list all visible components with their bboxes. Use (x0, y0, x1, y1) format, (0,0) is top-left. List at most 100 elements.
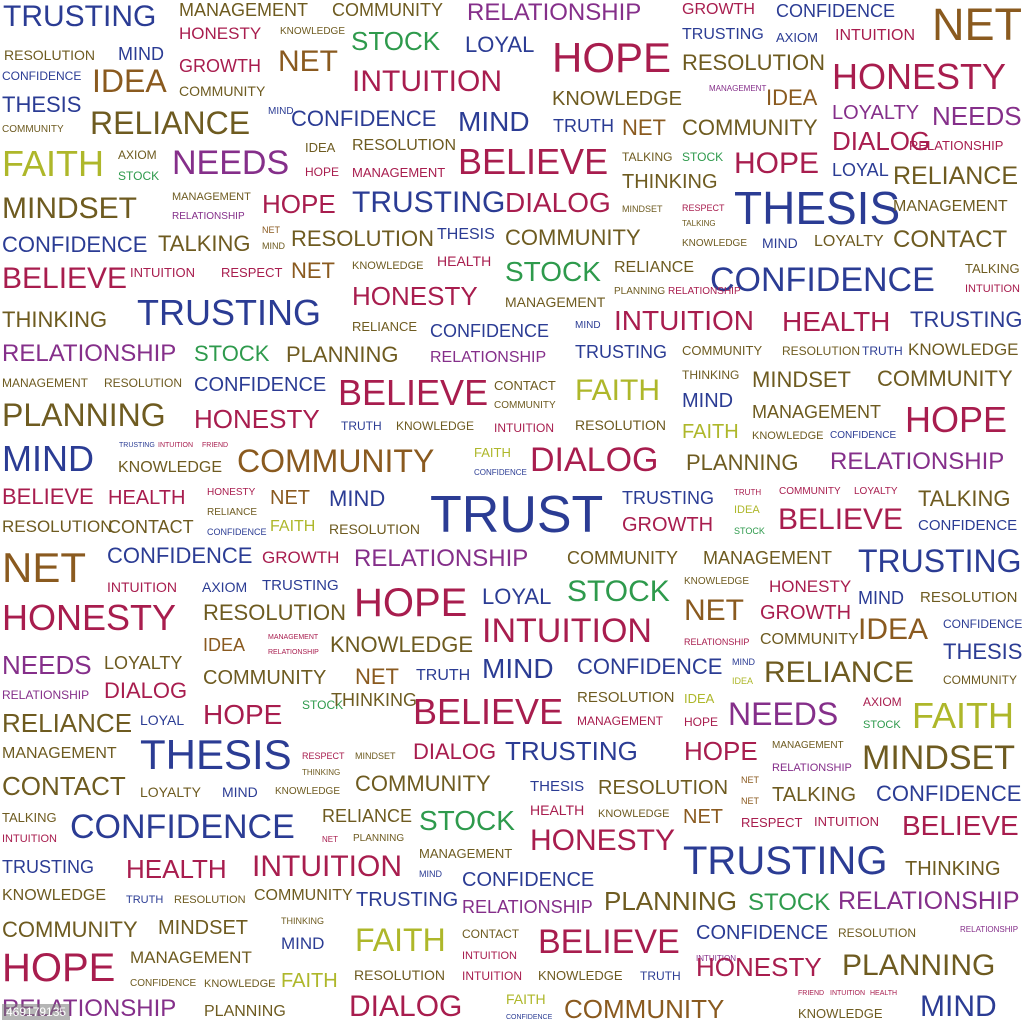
cloud-word: COMMUNITY (2, 124, 64, 135)
cloud-word: MANAGEMENT (352, 165, 446, 180)
cloud-word: TALKING (158, 231, 251, 256)
cloud-word: CONFIDENCE (918, 517, 1018, 534)
cloud-word: GROWTH (179, 56, 261, 76)
cloud-word: MIND (222, 784, 258, 800)
cloud-word: RELIANCE (322, 806, 413, 826)
cloud-word: MINDSET (2, 192, 137, 225)
cloud-word: RELIANCE (893, 162, 1019, 190)
cloud-word: HOPE (305, 165, 340, 179)
cloud-word: RESPECT (221, 265, 283, 280)
cloud-word: HONESTY (207, 487, 256, 498)
cloud-word: THESIS (140, 731, 292, 778)
cloud-word: LOYAL (465, 32, 535, 57)
cloud-word: INTUITION (696, 954, 736, 963)
cloud-word: KNOWLEDGE (908, 340, 1019, 359)
cloud-word: MIND (329, 486, 386, 511)
cloud-word: FAITH (281, 970, 338, 992)
cloud-word: INTUITION (814, 814, 879, 829)
cloud-word: HONESTY (194, 404, 320, 434)
cloud-word: MIND (262, 241, 285, 251)
cloud-word: TRUSTING (505, 736, 638, 766)
cloud-word: TALKING (682, 219, 716, 228)
cloud-word: DIALOG (530, 441, 659, 479)
cloud-word: INTUITION (965, 283, 1020, 295)
cloud-word: CONFIDENCE (107, 543, 253, 568)
cloud-word: IDEA (732, 676, 754, 686)
cloud-word: TRUSTING (683, 839, 888, 883)
cloud-word: MIND (858, 588, 904, 608)
cloud-word: TRUSTING (622, 488, 714, 508)
cloud-word: CONFIDENCE (207, 527, 267, 537)
cloud-word: CONFIDENCE (830, 430, 897, 441)
cloud-word: DIALOG (349, 990, 463, 1023)
cloud-word: IDEA (92, 63, 167, 99)
cloud-word: CONFIDENCE (506, 1014, 553, 1021)
cloud-word: CONTACT (108, 517, 194, 537)
cloud-word: HONESTY (769, 577, 852, 596)
cloud-word: RESOLUTION (203, 600, 347, 625)
cloud-word: KNOWLEDGE (682, 238, 748, 249)
cloud-word: HEALTH (530, 802, 585, 818)
cloud-word: NET (291, 258, 335, 283)
cloud-word: MANAGEMENT (577, 714, 664, 728)
cloud-word: PLANNING (842, 949, 996, 982)
cloud-word: IDEA (684, 691, 715, 706)
cloud-word: COMMUNITY (682, 115, 818, 140)
cloud-word: LOYALTY (104, 653, 183, 673)
cloud-word: BELIEVE (538, 923, 680, 961)
cloud-word: MANAGEMENT (172, 191, 251, 203)
cloud-word: STOCK (748, 889, 831, 916)
cloud-word: TRUSTING (575, 342, 667, 362)
cloud-word: KNOWLEDGE (538, 968, 623, 983)
cloud-word: COMMUNITY (505, 225, 641, 250)
cloud-word: KNOWLEDGE (798, 1006, 883, 1021)
cloud-word: MINDSET (355, 751, 396, 761)
cloud-word: PLANNING (353, 833, 405, 844)
cloud-word: COMMUNITY (332, 0, 443, 20)
cloud-word: TRUST (430, 486, 604, 544)
cloud-word: MANAGEMENT (893, 198, 1008, 215)
cloud-word: IDEA (766, 85, 818, 110)
cloud-word: FAITH (575, 374, 661, 407)
cloud-word: IDEA (734, 504, 760, 516)
cloud-word: COMMUNITY (567, 548, 678, 568)
cloud-word: TALKING (965, 261, 1020, 276)
cloud-word: DIALOG (413, 739, 497, 764)
cloud-word: KNOWLEDGE (598, 808, 670, 820)
cloud-word: CONTACT (2, 771, 126, 801)
cloud-word: TRUSTING (137, 292, 321, 333)
cloud-word: BELIEVE (2, 262, 128, 295)
cloud-word: CONFIDENCE (776, 1, 896, 21)
cloud-word: NEEDS (932, 101, 1022, 131)
cloud-word: FAITH (474, 445, 511, 460)
cloud-word: MANAGEMENT (419, 846, 513, 861)
cloud-word: COMMUNITY (494, 400, 556, 411)
cloud-word: PLANNING (286, 342, 399, 367)
cloud-word: STOCK (302, 698, 344, 712)
cloud-word: TRUTH (734, 488, 762, 497)
cloud-word: HOPE (684, 736, 758, 766)
cloud-word: INTUITION (614, 305, 754, 336)
cloud-word: KNOWLEDGE (330, 632, 474, 657)
cloud-word: RELATIONSHIP (172, 211, 245, 222)
cloud-word: CONTACT (462, 927, 520, 941)
cloud-word: RELIANCE (207, 507, 258, 518)
cloud-word: KNOWLEDGE (280, 26, 346, 37)
cloud-word: KNOWLEDGE (275, 786, 341, 797)
cloud-word: COMMUNITY (203, 667, 327, 689)
cloud-word: INTUITION (482, 612, 652, 650)
cloud-word: COMMUNITY (355, 771, 491, 796)
cloud-word: GROWTH (682, 1, 755, 18)
cloud-word: HEALTH (126, 854, 227, 884)
image-id-watermark: 469179135 (2, 1004, 71, 1020)
cloud-word: TRUSTING (858, 543, 1022, 579)
cloud-word: MIND (458, 106, 530, 137)
cloud-word: RELATIONSHIP (2, 688, 90, 702)
cloud-word: CONFIDENCE (291, 106, 437, 131)
cloud-word: MINDSET (752, 367, 851, 392)
cloud-word: PLANNING (2, 397, 166, 433)
cloud-word: RELIANCE (614, 259, 695, 276)
cloud-word: HOPE (905, 399, 1008, 440)
cloud-word: RESOLUTION (104, 376, 183, 390)
cloud-word: RESOLUTION (329, 521, 421, 537)
